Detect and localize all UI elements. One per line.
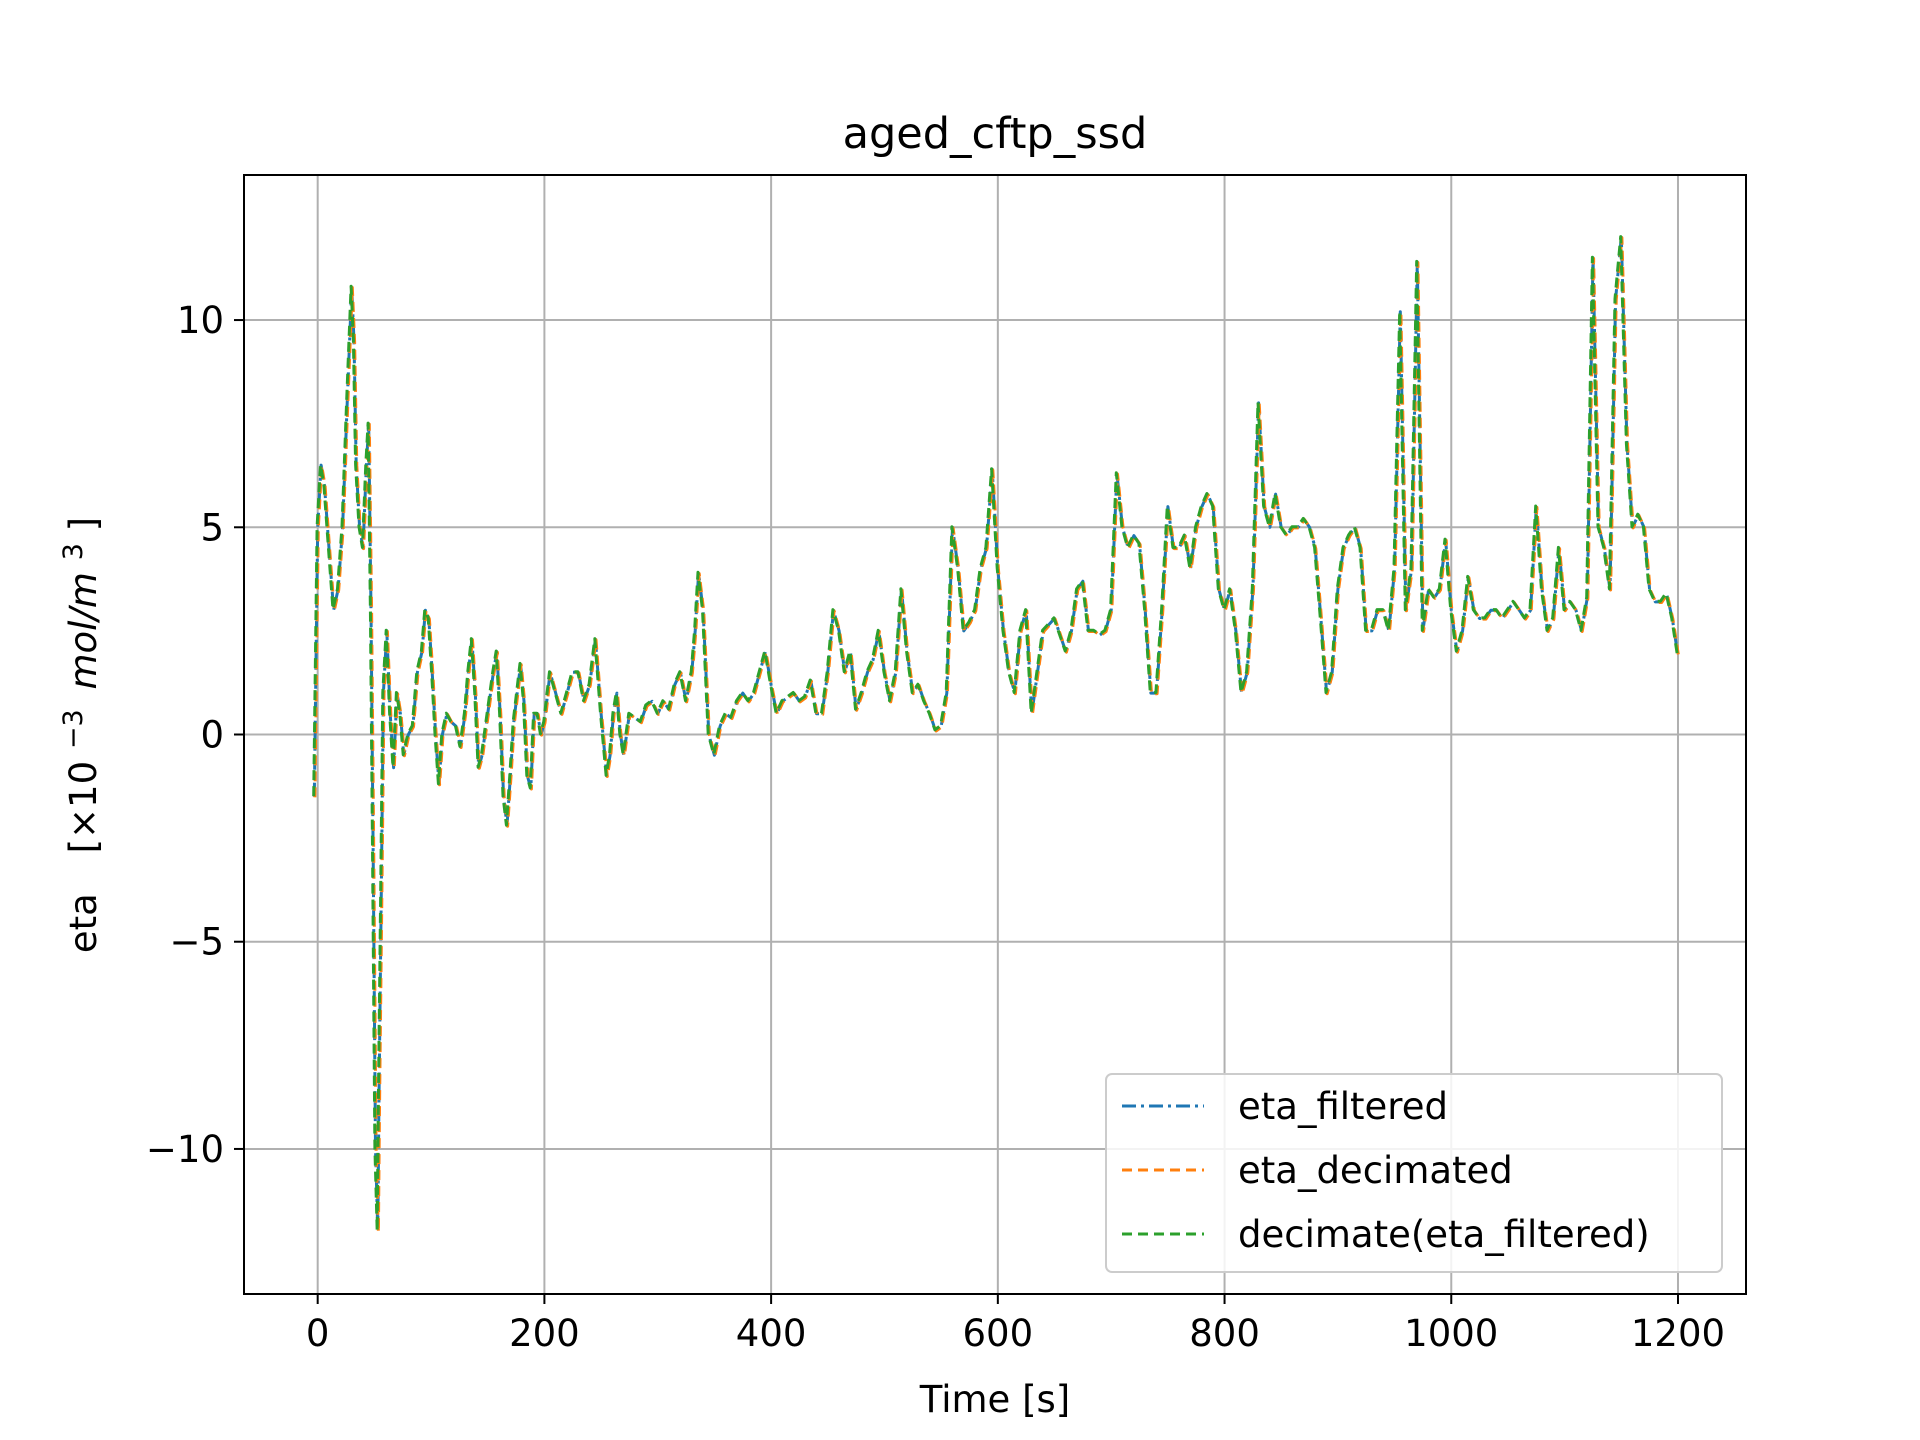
y-axis-label-exponent-2: 3	[58, 543, 89, 560]
x-tick-label: 800	[1189, 1312, 1260, 1355]
x-tick-label: 1000	[1404, 1312, 1498, 1355]
legend: eta_filtered eta_decimated decimate(eta_fi…	[1105, 1073, 1723, 1273]
x-axis: 0 200 400 600 800 1000 1200	[306, 1294, 1725, 1355]
y-tick-label: 5	[200, 506, 224, 549]
y-axis-label-name: eta	[62, 893, 105, 953]
y-tick-label: 10	[177, 299, 224, 342]
x-tick-label: 200	[509, 1312, 580, 1355]
plot-area	[312, 235, 1681, 1234]
x-tick-label: 0	[306, 1312, 330, 1355]
y-tick-label: 0	[200, 714, 224, 757]
x-axis-label: Time [s]	[919, 1378, 1070, 1421]
y-axis-label-exponent: −3	[58, 709, 89, 749]
legend-label: decimate(eta_filtered)	[1238, 1213, 1650, 1256]
y-axis-label-unit: [×10	[62, 761, 105, 854]
x-tick-label: 600	[963, 1312, 1034, 1355]
y-axis-label: eta [×10 −3 mol/m 3 ]	[48, 517, 105, 953]
y-tick-label: −5	[169, 921, 224, 964]
x-tick-label: 1200	[1631, 1312, 1725, 1355]
y-axis-label-close: ]	[62, 517, 105, 531]
legend-box	[1105, 1073, 1723, 1273]
y-axis: −10 −5 0 5 10	[146, 299, 244, 1171]
y-axis-label-unit-mol: mol/m	[62, 572, 105, 689]
y-tick-label: −10	[146, 1128, 224, 1171]
legend-label: eta_filtered	[1238, 1085, 1448, 1128]
series-line-decimate(eta_filtered)	[312, 235, 1679, 1233]
chart-title: aged_cftp_ssd	[843, 109, 1148, 159]
x-tick-label: 400	[736, 1312, 807, 1355]
legend-label: eta_decimated	[1238, 1149, 1513, 1192]
